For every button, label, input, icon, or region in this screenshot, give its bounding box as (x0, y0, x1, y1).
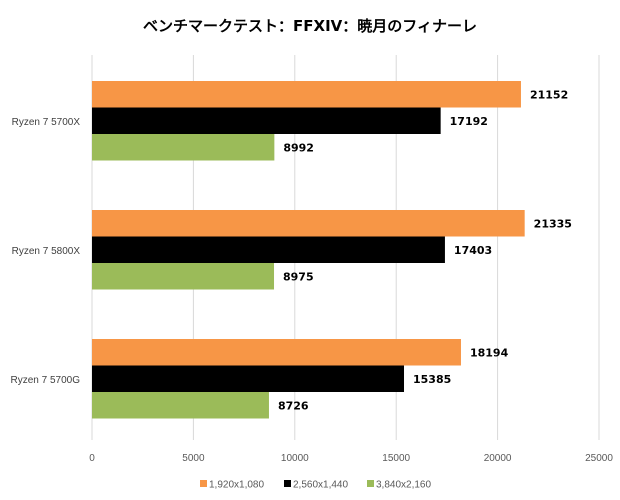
data-label: 17403 (454, 244, 492, 257)
data-label: 21335 (534, 217, 572, 230)
bar (92, 107, 441, 134)
legend-label: 1,920x1,080 (209, 480, 264, 491)
bar (92, 236, 445, 263)
x-tick-label: 5000 (182, 453, 205, 464)
x-tick-label: 15000 (382, 453, 410, 464)
data-label: 8726 (278, 399, 309, 412)
legend-label: 2,560x1,440 (293, 480, 348, 491)
category-label: Ryzen 7 5800X (12, 246, 81, 257)
legend-label: 3,840x2,160 (376, 480, 431, 491)
data-label: 18194 (470, 346, 509, 359)
x-tick-label: 25000 (585, 453, 613, 464)
x-tick-label: 20000 (484, 453, 512, 464)
bar (92, 210, 525, 237)
chart-title: ベンチマークテスト：FFXIV：暁月のフィナーレ (143, 17, 477, 35)
legend-swatch (284, 480, 291, 487)
data-label: 21152 (530, 88, 568, 101)
x-tick-label: 0 (89, 453, 95, 464)
bar (92, 339, 461, 366)
data-label: 15385 (413, 373, 451, 386)
legend-swatch (200, 480, 207, 487)
data-label: 8992 (283, 141, 314, 154)
category-label: Ryzen 7 5700X (12, 117, 81, 128)
category-label: Ryzen 7 5700G (11, 375, 81, 386)
x-tick-label: 10000 (281, 453, 309, 464)
bar (92, 392, 269, 419)
data-label: 8975 (283, 270, 314, 283)
bar (92, 263, 275, 290)
data-label: 17192 (450, 115, 488, 128)
bar (92, 81, 521, 108)
legend-swatch (367, 480, 374, 487)
bar (92, 134, 275, 161)
bar (92, 365, 405, 392)
